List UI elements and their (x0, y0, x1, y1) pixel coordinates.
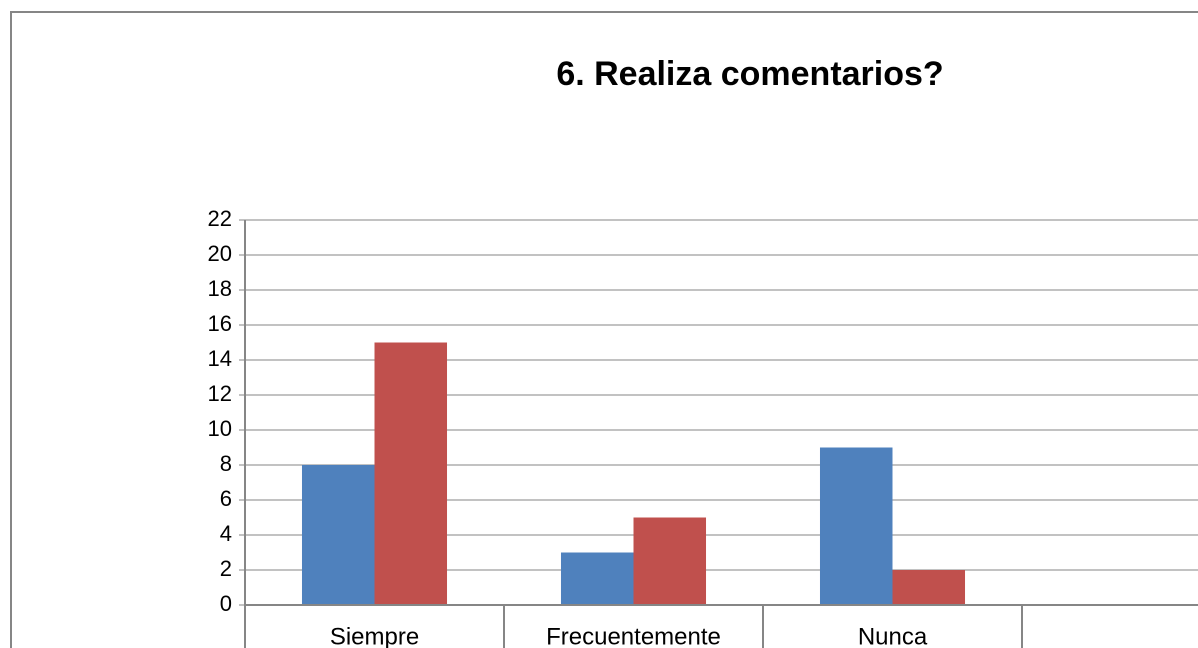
y-tick-label: 16 (208, 311, 232, 336)
bar (819, 447, 893, 605)
y-tick-label: 18 (208, 276, 232, 301)
bar (892, 570, 966, 605)
chart-border (10, 11, 1198, 648)
y-tick-label: 12 (208, 381, 232, 406)
y-tick-label: 22 (208, 206, 232, 231)
bar (374, 342, 448, 605)
y-tick-label: 10 (208, 416, 232, 441)
y-tick-label: 6 (220, 486, 232, 511)
y-tick-label: 14 (208, 346, 232, 371)
bar (560, 552, 634, 605)
y-tick-label: 8 (220, 451, 232, 476)
x-tick-label: Frecuentemente (546, 623, 721, 648)
x-tick-label: Siempre (330, 623, 419, 648)
bar (301, 465, 375, 605)
y-tick-label: 0 (220, 591, 232, 616)
x-tick-label: Nunca (858, 623, 928, 648)
bar (633, 517, 707, 605)
chart-title: 6. Realiza comentarios? (556, 55, 943, 93)
y-tick-label: 4 (220, 521, 232, 546)
y-tick-label: 20 (208, 241, 232, 266)
y-tick-label: 2 (220, 556, 232, 581)
